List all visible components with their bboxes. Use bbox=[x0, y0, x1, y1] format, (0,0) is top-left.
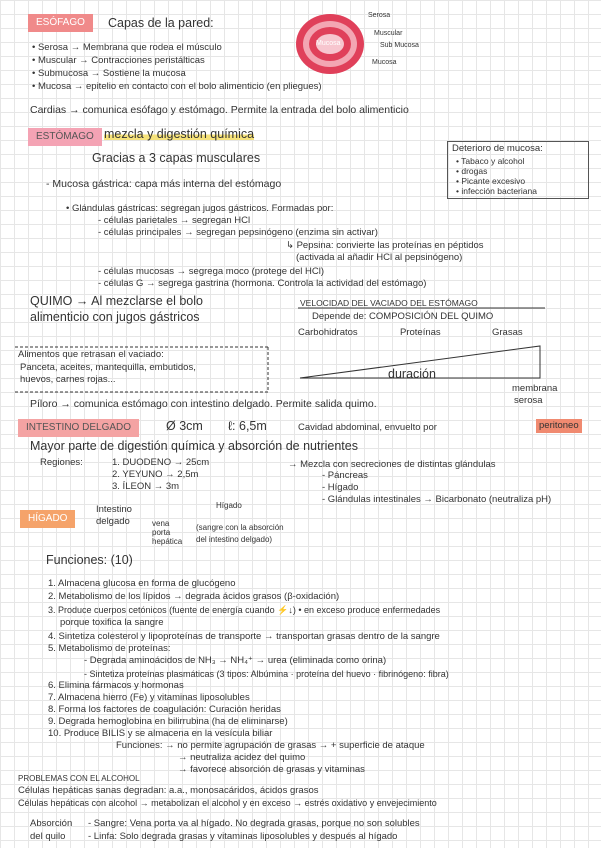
note-text: 10. Produce BILIS y se almacena en la ve… bbox=[48, 728, 273, 739]
note-text: - células parietales → segregan HCl bbox=[98, 215, 251, 226]
note-text: del quilo bbox=[30, 831, 66, 842]
note-text: Depende de: COMPOSICIÓN DEL QUIMO bbox=[312, 311, 494, 322]
note-text: 9. Degrada hemoglobina en bilirrubina (h… bbox=[48, 716, 288, 727]
note-text: 3. ÍLEON → 3m bbox=[112, 481, 180, 492]
note-text: Proteínas bbox=[400, 327, 441, 338]
note-text: • Tabaco y alcohol bbox=[456, 156, 525, 166]
note-text: Mucosa bbox=[316, 40, 341, 47]
note-text: 2. YEYUNO → 2,5m bbox=[112, 469, 199, 480]
note-text: Gracias a 3 capas musculares bbox=[92, 151, 261, 165]
note-text: Panceta, aceites, mantequilla, embutidos… bbox=[20, 362, 196, 373]
note-text: 2. Metabolismo de los lípidos → degrada … bbox=[48, 591, 340, 602]
note-text: Mucosa bbox=[372, 59, 397, 66]
note-text: • drogas bbox=[456, 166, 488, 176]
note-text: • Submucosa → Sostiene la mucosa bbox=[32, 68, 186, 79]
note-text: VELOCIDAD DEL VACIADO DEL ESTÓMAGO bbox=[300, 298, 478, 308]
note-text: Carbohidratos bbox=[298, 327, 358, 338]
note-text: (sangre con la absorción bbox=[196, 523, 284, 532]
note-text: Alimentos que retrasan el vaciado: bbox=[18, 349, 164, 360]
note-text: del intestino delgado) bbox=[196, 535, 273, 544]
duration-triangle bbox=[299, 345, 541, 379]
note-text: serosa bbox=[514, 395, 543, 406]
note-text: Cavidad abdominal, envuelto por bbox=[298, 422, 437, 433]
note-text: HÍGADO bbox=[20, 510, 76, 528]
note-text: • Muscular → Contracciones peristálticas bbox=[32, 55, 205, 66]
note-text: • Glándulas gástricas: segregan jugos gá… bbox=[66, 203, 334, 214]
note-text: → Mezcla con secreciones de distintas gl… bbox=[288, 459, 496, 470]
note-text: ESÓFAGO bbox=[28, 14, 93, 32]
note-text: - Linfa: Solo degrada grasas y vitaminas… bbox=[88, 831, 398, 842]
note-text: INTESTINO DELGADO bbox=[18, 419, 140, 437]
note-text: Capas de la pared: bbox=[108, 16, 214, 30]
note-text: → favorece absorción de grasas y vitamin… bbox=[178, 764, 365, 775]
note-text: Intestino bbox=[96, 504, 132, 515]
note-text: peritoneo bbox=[536, 419, 582, 433]
note-text: huevos, carnes rojas... bbox=[20, 374, 116, 385]
note-text: hepática bbox=[152, 537, 183, 546]
note-text: PROBLEMAS CON EL ALCOHOL bbox=[18, 774, 140, 783]
note-text: Células hepáticas con alcohol → metaboli… bbox=[18, 798, 437, 808]
note-text: - Hígado bbox=[322, 482, 359, 493]
note-text: Serosa bbox=[368, 12, 391, 19]
note-text: - células principales → segregan pepsinó… bbox=[98, 227, 378, 238]
note-text: duración bbox=[388, 367, 436, 381]
note-text: porque toxifica la sangre bbox=[60, 617, 164, 628]
note-text: - Mucosa gástrica: capa más interna del … bbox=[46, 178, 282, 190]
note-text: Muscular bbox=[374, 30, 403, 37]
note-text: mezcla y digestión química bbox=[104, 127, 255, 141]
note-text: delgado bbox=[96, 516, 130, 527]
note-text: • Picante excesivo bbox=[456, 176, 526, 186]
note-text: - Sintetiza proteínas plasmáticas (3 tip… bbox=[84, 669, 449, 679]
note-text: • Serosa → Membrana que rodea el músculo bbox=[32, 42, 222, 53]
note-text: 4. Sintetiza colesterol y lipoproteínas … bbox=[48, 631, 440, 642]
note-text: 5. Metabolismo de proteínas: bbox=[48, 643, 171, 654]
note-text: - células G → segrega gastrina (hormona.… bbox=[98, 278, 427, 289]
note-text: Células hepáticas sanas degradan: a.a., … bbox=[18, 785, 319, 796]
note-text: 1. DUODENO → 25cm bbox=[112, 457, 210, 468]
note-text: Píloro → comunica estómago con intestino… bbox=[30, 398, 377, 410]
note-text: 1. Almacena glucosa en forma de glucógen… bbox=[48, 578, 236, 589]
note-text: Funciones: (10) bbox=[46, 553, 133, 567]
note-text: porta bbox=[152, 528, 171, 537]
note-text: Deterioro de mucosa: bbox=[452, 143, 543, 154]
note-text: Absorción bbox=[30, 818, 73, 829]
note-text: - Sangre: Vena porta va al hígado. No de… bbox=[88, 818, 420, 829]
note-text: alimenticio con jugos gástricos bbox=[30, 310, 200, 324]
note-text: → neutraliza acidez del quimo bbox=[178, 752, 306, 763]
note-text: vena bbox=[152, 519, 170, 528]
note-text: - Glándulas intestinales → Bicarbonato (… bbox=[322, 494, 552, 505]
note-text: ↳ Pepsina: convierte las proteínas en pé… bbox=[286, 240, 484, 251]
note-text: • infección bacteriana bbox=[456, 186, 537, 196]
note-text: Mayor parte de digestión química y absor… bbox=[30, 439, 358, 453]
note-text: (activada al añadir HCl al pepsinógeno) bbox=[296, 252, 463, 263]
note-text: Grasas bbox=[492, 327, 523, 338]
note-text: QUIMO → Al mezclarse el bolo bbox=[30, 294, 203, 308]
note-text: 6. Elimina fármacos y hormonas bbox=[48, 680, 184, 691]
note-text: 3. Produce cuerpos cetónicos (fuente de … bbox=[48, 605, 441, 615]
note-text: • Mucosa → epitelio en contacto con el b… bbox=[32, 81, 322, 92]
note-text: Funciones: → no permite agrupación de gr… bbox=[116, 740, 425, 751]
layer-mucosa bbox=[316, 34, 344, 54]
note-text: Regiones: bbox=[40, 457, 83, 468]
note-text: 8. Forma los factores de coagulación: Cu… bbox=[48, 704, 281, 715]
note-text: - células mucosas → segrega moco (proteg… bbox=[98, 266, 324, 277]
note-text: Cardias → comunica esófago y estómago. P… bbox=[30, 104, 409, 116]
note-text: ESTÓMAGO bbox=[28, 128, 102, 146]
note-text: Ø 3cm bbox=[166, 419, 203, 433]
note-text: - Páncreas bbox=[322, 470, 368, 481]
note-text: - Degrada aminoácidos de NH₃ → NH₄⁺ → ur… bbox=[84, 655, 387, 666]
note-text: Hígado bbox=[216, 501, 242, 510]
note-text: Sub Mucosa bbox=[380, 42, 419, 49]
deterioro-box bbox=[447, 141, 589, 199]
note-text: membrana bbox=[512, 383, 558, 394]
note-text: 7. Almacena hierro (Fe) y vitaminas lipo… bbox=[48, 692, 250, 703]
note-text: ℓ: 6,5m bbox=[228, 419, 267, 433]
